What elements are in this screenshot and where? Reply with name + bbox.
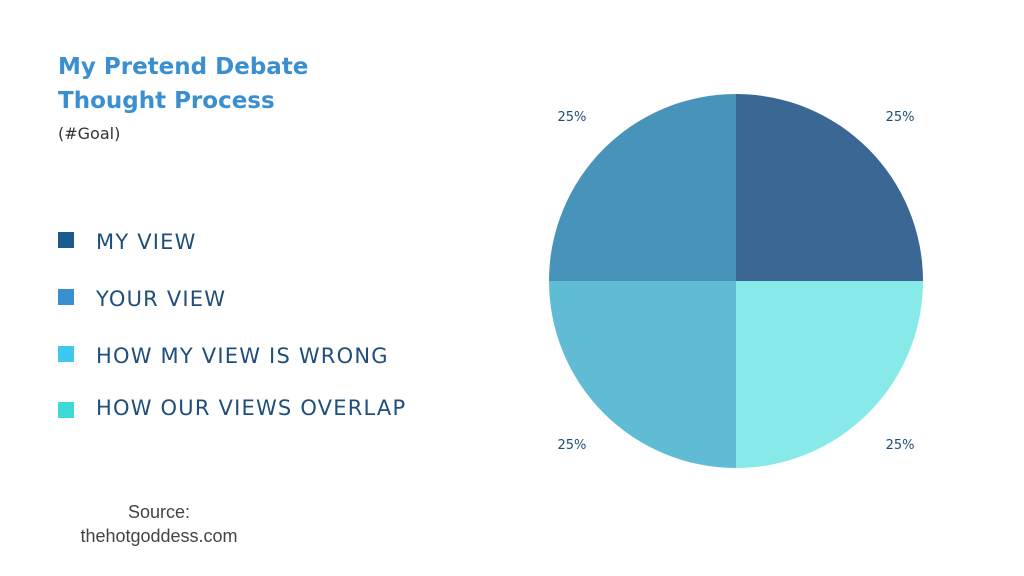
- legend-label-how-our-views-overlap: HOW OUR VIEWS OVERLAP: [96, 396, 407, 420]
- chart-title-line-2: Thought Process: [58, 88, 275, 114]
- pie-slice-bottom-left: [549, 281, 736, 468]
- chart-title-line-1: My Pretend Debate: [58, 54, 309, 80]
- pie-slice-top-right: [736, 94, 923, 281]
- legend-swatch-how-our-views-overlap: [58, 402, 74, 418]
- legend-label-your-view: YOUR VIEW: [96, 287, 227, 311]
- source-label: Source:: [127, 502, 191, 522]
- legend-swatch-your-view: [58, 289, 74, 305]
- source-website: thehotgoddess.com: [80, 526, 238, 546]
- legend-label-how-my-view-is-wrong: HOW MY VIEW IS WRONG: [96, 344, 389, 368]
- pie-label-bottom-right: 25%: [886, 438, 915, 453]
- pie-slice-top-left: [549, 94, 736, 281]
- chart-subtitle: (#Goal): [58, 124, 121, 143]
- pie-label-bottom-left: 25%: [557, 438, 586, 453]
- legend-swatch-my-view: [58, 232, 74, 248]
- chart-title: My Pretend Debate Thought Process: [58, 50, 388, 118]
- pie-label-top-left: 25%: [557, 110, 586, 125]
- legend-swatch-how-my-view-is-wrong: [58, 346, 74, 362]
- pie-label-top-right: 25%: [886, 110, 915, 125]
- source-credit: Source: thehotgoddess.com: [64, 500, 254, 548]
- legend-label-my-view: MY VIEW: [96, 230, 197, 254]
- pie-slice-bottom-right: [736, 281, 923, 468]
